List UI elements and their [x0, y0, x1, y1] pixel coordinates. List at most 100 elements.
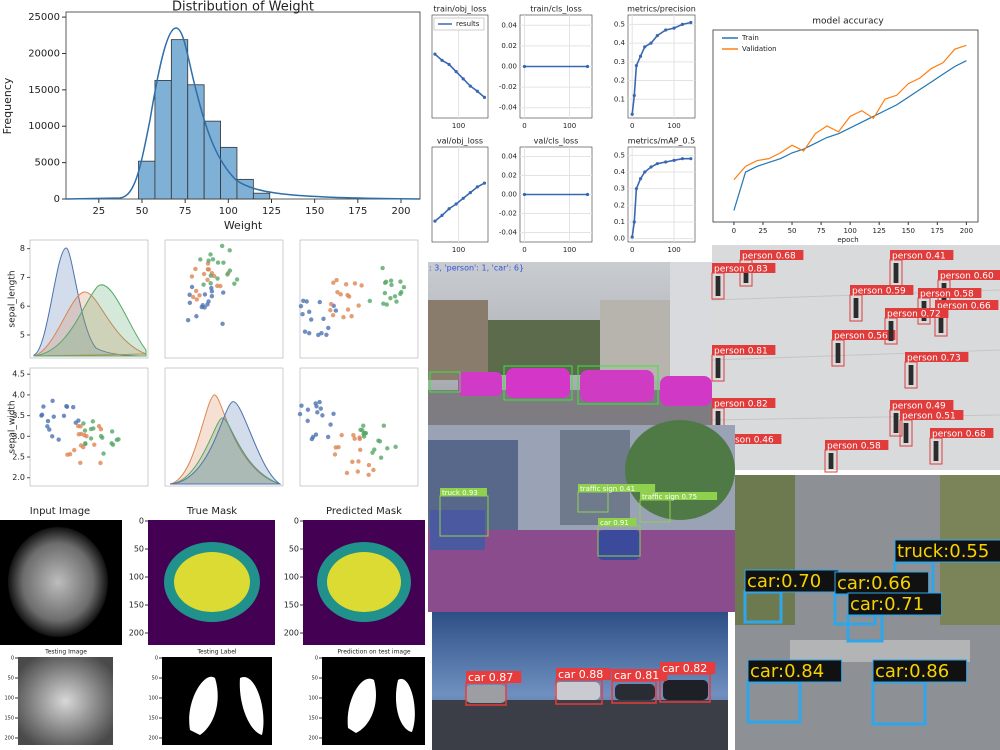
training-metrics-panel: 100train/obj_loss0.040.020.00-0.02-0.040… [425, 0, 712, 262]
histogram-panel: Distribution of Weight Weight Frequency … [1, 0, 421, 232]
x-axis-label: Weight [224, 219, 263, 232]
x-tick-label: 75 [179, 206, 192, 217]
trees [488, 320, 600, 375]
subplot-frame [29, 239, 149, 359]
y-tick-label: 50 [8, 676, 14, 682]
detection-label: person 0.68 [932, 430, 986, 440]
detection-label: person 0.60 [940, 272, 994, 282]
crosswalk [790, 640, 970, 662]
kde-curve [33, 291, 147, 357]
scatter-dot [110, 442, 116, 447]
scatter-dot [71, 447, 77, 453]
metric-point [585, 192, 590, 197]
scatter-dot [221, 260, 226, 265]
caption: : 3, 'person': 1, 'car': 6} [429, 264, 524, 273]
scatter-dot [215, 260, 221, 265]
scatter-dot [206, 267, 212, 272]
scatter-dot [361, 434, 367, 439]
object [853, 298, 859, 318]
legend-label: Train [741, 34, 759, 42]
detection-label: traffic sign 0.41 [580, 485, 635, 493]
metric-point [672, 158, 676, 162]
metric-point [643, 170, 647, 174]
label-bg [885, 308, 949, 318]
scatter-dot [335, 289, 340, 295]
y-tick-label: 4.0 [12, 390, 25, 399]
plot-title: val/obj_loss [437, 137, 483, 146]
scatter-dot [197, 293, 202, 298]
metric-point [649, 165, 653, 169]
scatter-dot [324, 332, 329, 337]
legend-label: results [456, 20, 480, 28]
metric-point [672, 26, 676, 30]
y-tick-label: 100 [129, 573, 144, 582]
y-tick-label: 0 [294, 517, 299, 526]
x-tick-label: 100 [667, 246, 680, 254]
label-bg [930, 428, 994, 438]
brain-segmentation-panel: Input Image True Mask Predicted Mask 0 50 100… [0, 506, 425, 645]
y-tick-label: 150 [148, 716, 158, 722]
object [908, 365, 914, 385]
scatter-dot [78, 424, 83, 429]
label-bg [466, 671, 522, 683]
scatter-dot [298, 303, 304, 309]
scatter-dot [401, 284, 407, 290]
label-bg [598, 518, 637, 526]
detection-label: person 0.49 [892, 402, 946, 412]
car [555, 682, 600, 700]
lung-mask [189, 676, 264, 735]
histogram-bar [220, 146, 238, 200]
metric-point [440, 58, 444, 62]
label-bg [900, 410, 964, 420]
metric-point [461, 77, 465, 81]
scatter-dot [83, 441, 88, 446]
scatter-dot [317, 299, 322, 305]
scatter-dot [219, 243, 225, 249]
label-bg [938, 270, 1000, 280]
scatter-dot [307, 309, 312, 315]
y-axis-label: sepal_width [8, 400, 18, 453]
kde-curve [169, 417, 281, 485]
scatter-dot [221, 290, 226, 295]
subplot-frame [299, 239, 419, 359]
scatter-dot [96, 423, 102, 429]
chart-title: model accuracy [812, 17, 884, 27]
scatter-dot [84, 433, 89, 439]
detection-label: car:0.66 [837, 573, 911, 594]
scatter-dot [47, 427, 52, 432]
scatter-dot [88, 436, 94, 441]
legend-box [433, 17, 485, 31]
object [888, 321, 894, 341]
plot-title: val/cls_loss [534, 137, 579, 146]
y-tick-label: -0.04 [499, 229, 518, 237]
label-bg [894, 539, 1000, 563]
detection-label: person 0.59 [852, 287, 906, 297]
scatter-dot [392, 294, 398, 299]
histogram-bar [138, 160, 156, 200]
y-tick-label: 0.5 [614, 151, 625, 159]
scatter-dot [61, 413, 67, 419]
car [580, 370, 654, 402]
scatter-dot [227, 268, 233, 273]
detection-label: traffic sign 0.75 [642, 493, 697, 501]
metric-point [454, 202, 458, 206]
metric-point [634, 63, 638, 68]
scatter-dot [306, 331, 312, 336]
scatter-dot [345, 292, 350, 298]
scatter-dot [187, 300, 193, 305]
object [893, 413, 899, 433]
subplot-frame [164, 239, 284, 359]
metric-point [630, 112, 634, 116]
scatter-dot [225, 272, 230, 277]
detection-label: car:0.70 [747, 571, 821, 592]
y-tick-label: 150 [4, 716, 14, 722]
plot-frame [627, 14, 696, 119]
detection-label: person 0.58 [827, 442, 881, 452]
scatter-dot [220, 321, 225, 326]
detection-label: person 0.51 [902, 412, 956, 422]
scatter-dot [345, 307, 351, 312]
y-tick-label: 50 [152, 676, 158, 682]
detection-label: person 0.73 [907, 354, 961, 364]
crowd-detection-image: person 0.68 person 0.83 person 0.41 person … [711, 245, 1000, 473]
